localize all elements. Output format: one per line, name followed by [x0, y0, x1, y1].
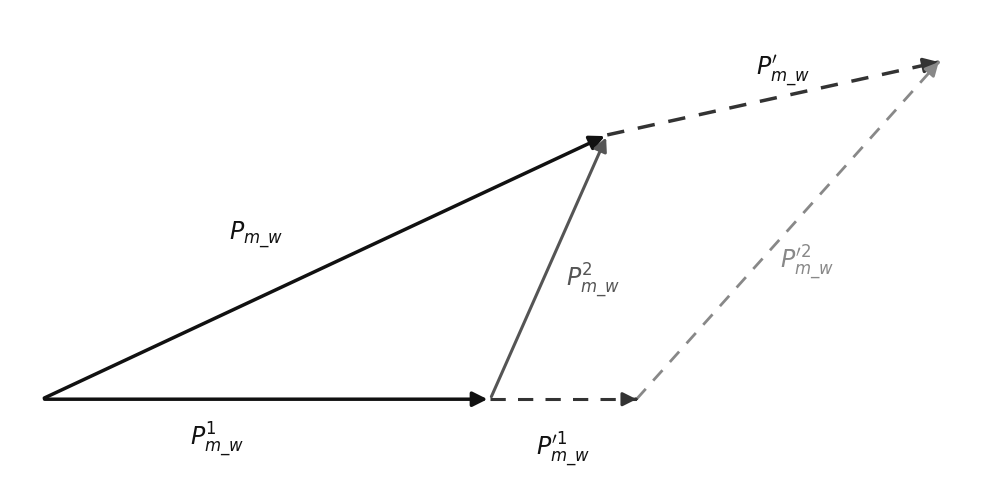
Text: $P^{\prime 1}_{m\_w}$: $P^{\prime 1}_{m\_w}$ — [536, 430, 590, 469]
Text: $P^{2}_{m\_w}$: $P^{2}_{m\_w}$ — [566, 261, 620, 300]
Text: $P^{\prime 2}_{m\_w}$: $P^{\prime 2}_{m\_w}$ — [780, 243, 834, 282]
Text: $P_{m\_w}$: $P_{m\_w}$ — [229, 220, 283, 250]
Text: $P^{\prime}_{m\_w}$: $P^{\prime}_{m\_w}$ — [756, 54, 810, 89]
Text: $P^{1}_{m\_w}$: $P^{1}_{m\_w}$ — [190, 421, 244, 459]
